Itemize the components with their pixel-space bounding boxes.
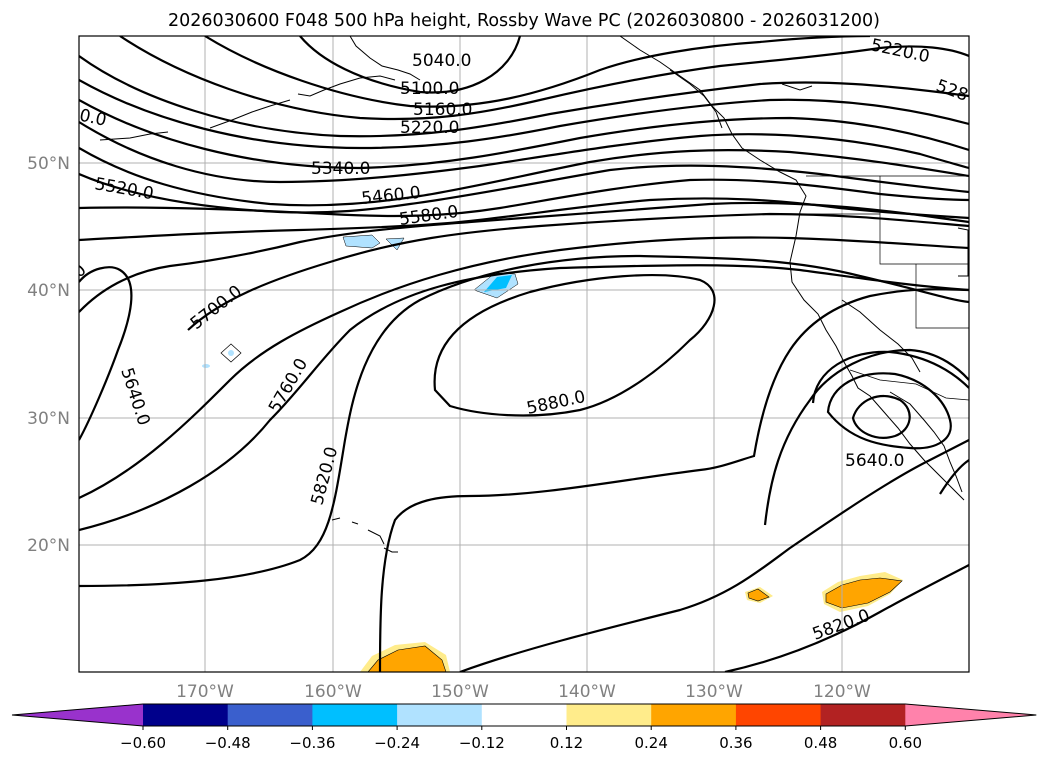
- latitude-labels: 50°N 40°N 30°N 20°N: [27, 154, 70, 556]
- anomaly-positive-core: [367, 645, 447, 672]
- colorbar-tick-label: 0.48: [804, 734, 837, 752]
- colorbar-tick-label: 0.36: [719, 734, 752, 752]
- lon-label: 160°W: [304, 682, 362, 702]
- colorbar-segment: [143, 704, 229, 726]
- colorbar-tick-label: −0.48: [205, 734, 251, 752]
- colorbar-tick-label: −0.24: [374, 734, 420, 752]
- lat-label: 30°N: [27, 409, 70, 429]
- colorbar-tick-label: 0.24: [634, 734, 667, 752]
- contour-label: 0.0: [57, 260, 90, 293]
- contour-label: 5220.0: [400, 118, 459, 138]
- map-frame: [78, 35, 970, 673]
- colorbar: −0.60 −0.48 −0.36 −0.24 −0.12 0.12 0.24 0.36 0.4…: [11, 703, 1037, 752]
- colorbar-segment: [312, 704, 398, 726]
- colorbar-tick-label: −0.36: [289, 734, 335, 752]
- lat-label: 40°N: [27, 281, 70, 301]
- lon-label: 140°W: [558, 682, 616, 702]
- colorbar-segment: [651, 704, 737, 726]
- colorbar-extend-low: [12, 704, 143, 726]
- lon-label: 130°W: [685, 682, 743, 702]
- colorbar-segment: [397, 704, 483, 726]
- colorbar-segment: [735, 704, 822, 726]
- colorbar-segment: [820, 704, 906, 726]
- lon-label: 170°W: [176, 682, 234, 702]
- height-contours: [79, 36, 969, 672]
- longitude-labels: 170°W 160°W 150°W 140°W 130°W 120°W: [176, 682, 871, 702]
- graticule: [79, 36, 969, 672]
- lon-label: 120°W: [813, 682, 871, 702]
- anomaly-negative-patch: [202, 364, 210, 368]
- map-panel: 5040.0 5100.0 5160.0 5220.0 5340.0 5460.…: [57, 36, 969, 672]
- lat-label: 50°N: [27, 154, 70, 174]
- figure-title: 2026030600 F048 500 hPa height, Rossby W…: [168, 11, 880, 31]
- colorbar-segment: [566, 704, 652, 726]
- anomaly-negative-patch: [342, 234, 381, 249]
- colorbar-tick-label: 0.12: [550, 734, 583, 752]
- colorbar-tick-label: 0.60: [889, 734, 922, 752]
- lat-label: 20°N: [27, 536, 70, 556]
- colorbar-segment: [227, 704, 313, 726]
- colorbar-extend-high: [905, 704, 1037, 726]
- anomaly-positive-core: [747, 588, 770, 602]
- contour-label: 5100.0: [400, 79, 459, 99]
- anomaly-negative-core: [484, 275, 512, 292]
- anomaly-positive-core: [825, 577, 903, 609]
- colorbar-tick-label: −0.60: [120, 734, 166, 752]
- contour-label: 5640.0: [845, 451, 904, 471]
- contour-label: 5340.0: [311, 159, 370, 179]
- colorbar-segment: [481, 704, 567, 726]
- colorbar-tick-label: −0.12: [459, 734, 505, 752]
- contour-label: 5040.0: [412, 51, 471, 71]
- contour-label: 5160.0: [413, 100, 472, 120]
- anomaly-negative-core: [228, 350, 234, 356]
- lon-label: 150°W: [431, 682, 489, 702]
